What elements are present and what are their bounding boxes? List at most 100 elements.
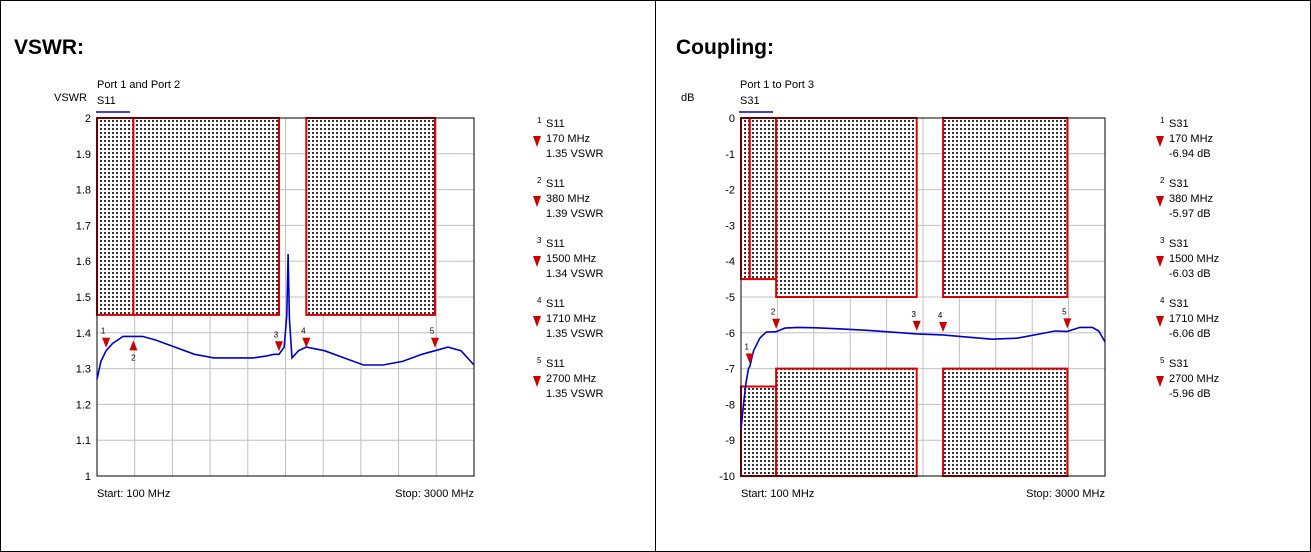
coupling-y-tick-label: -10 (719, 471, 735, 483)
coupling-readout-marker-icon (1156, 316, 1164, 327)
vswr-marker-number: 3 (274, 330, 279, 339)
vswr-y-tick-label: 1.1 (76, 435, 91, 447)
coupling-y-axis-label: dB (681, 92, 694, 104)
coupling-trace-s31 (740, 326, 1106, 430)
vswr-y-tick-label: 1.6 (76, 256, 91, 268)
vswr-readout-trace: S11 (546, 358, 565, 370)
vswr-marker-number: 4 (301, 327, 306, 336)
coupling-limit-region (741, 118, 750, 280)
coupling-readout-trace: S31 (1169, 178, 1189, 190)
coupling-limit-region (749, 118, 777, 280)
vswr-y-tick-label: 1.4 (76, 328, 91, 340)
vswr-readout-number: 1 (537, 116, 542, 125)
coupling-readout-number: 1 (1160, 116, 1165, 125)
coupling-readout-frequency: 170 MHz (1169, 133, 1213, 145)
vswr-readout-number: 2 (537, 176, 542, 185)
coupling-panel: Coupling: Port 1 to Port 3 dB S31 0 -1 -2 -3 -4… (656, 0, 1311, 552)
vswr-panel-title: VSWR: (14, 36, 84, 59)
coupling-readout-number: 3 (1160, 236, 1165, 245)
coupling-marker-4 (939, 321, 948, 332)
coupling-plot-frame (740, 117, 1106, 477)
vswr-readout-marker-icon (533, 376, 541, 387)
vswr-x-start-label: Start: 100 MHz (97, 488, 170, 500)
coupling-marker-number: 4 (938, 311, 943, 320)
vswr-readout-value: 1.35 VSWR (546, 148, 604, 160)
vswr-marker-number: 2 (131, 353, 136, 362)
vswr-readout-value: 1.39 VSWR (546, 208, 604, 220)
vswr-y-axis-label: VSWR (54, 92, 87, 104)
coupling-readout-value: -6.94 dB (1169, 148, 1211, 160)
coupling-y-tick-label: -8 (725, 399, 735, 411)
vswr-readout-trace: S11 (546, 238, 565, 250)
coupling-readout-number: 4 (1160, 296, 1165, 305)
vswr-marker-3 (275, 341, 283, 352)
coupling-readout-trace: S31 (1169, 358, 1189, 370)
vswr-marker-2 (129, 340, 138, 351)
coupling-limit-region (741, 386, 777, 476)
vswr-y-tick-label: 2 (85, 113, 91, 125)
coupling-panel-title: Coupling: (676, 36, 774, 59)
vswr-y-tick-label: 1.5 (76, 292, 91, 304)
vswr-readout-value: 1.35 VSWR (546, 328, 604, 340)
vswr-chart: Port 1 and Port 2 VSWR S11 2 1.9 1.8 1.7 1.6 1.5… (54, 79, 604, 500)
coupling-marker-3 (912, 320, 921, 331)
vswr-marker-number: 5 (430, 327, 435, 336)
vswr-readout-trace: S11 (546, 298, 565, 310)
vswr-y-tick-label: 1.2 (76, 399, 91, 411)
vswr-readout-number: 5 (537, 356, 542, 365)
coupling-readout-value: -6.03 dB (1169, 268, 1211, 280)
vswr-readout-trace: S11 (546, 118, 565, 130)
vswr-plot-frame (96, 117, 475, 477)
coupling-x-start-label: Start: 100 MHz (741, 488, 814, 500)
coupling-y-tick-label: -2 (725, 185, 735, 197)
vswr-marker-5 (431, 337, 439, 348)
coupling-readout-frequency: 380 MHz (1169, 193, 1213, 205)
vswr-marker-1 (102, 337, 111, 348)
coupling-marker-number: 3 (911, 310, 916, 319)
coupling-readout-marker-icon (1156, 376, 1164, 387)
vswr-y-tick-label: 1.7 (76, 220, 91, 232)
vswr-limit-region (97, 118, 134, 315)
vswr-readout-number: 4 (537, 296, 542, 305)
vswr-readout-frequency: 1500 MHz (546, 253, 596, 265)
vswr-readout-marker-icon (533, 136, 541, 147)
vswr-limit-region (306, 118, 435, 315)
vswr-y-tick-label: 1 (85, 471, 91, 483)
vswr-limit-region (133, 118, 279, 315)
vswr-readout-number: 3 (537, 236, 542, 245)
coupling-readout-value: -5.96 dB (1169, 388, 1211, 400)
coupling-legend-label: S31 (740, 95, 760, 107)
coupling-readout-value: -6.06 dB (1169, 328, 1211, 340)
vswr-readout-frequency: 2700 MHz (546, 373, 596, 385)
coupling-readout-trace: S31 (1169, 238, 1189, 250)
panel-divider (655, 0, 656, 552)
coupling-marker-1 (745, 353, 754, 364)
vswr-marker-number: 1 (101, 327, 106, 336)
vswr-y-tick-label: 1.9 (76, 149, 91, 161)
coupling-subtitle: Port 1 to Port 3 (740, 79, 814, 91)
coupling-marker-5 (1063, 318, 1072, 329)
vswr-readout-trace: S11 (546, 178, 565, 190)
vswr-readout-value: 1.34 VSWR (546, 268, 604, 280)
vswr-legend-label: S11 (97, 95, 116, 107)
coupling-x-stop-label: Stop: 3000 MHz (1026, 488, 1105, 500)
coupling-y-tick-label: -6 (725, 328, 735, 340)
coupling-limit-region (943, 368, 1068, 476)
coupling-marker-number: 5 (1062, 307, 1067, 316)
coupling-y-tick-label: -1 (725, 149, 735, 161)
coupling-marker-number: 1 (745, 342, 750, 351)
vswr-readout-frequency: 1710 MHz (546, 313, 596, 325)
vswr-readout-frequency: 170 MHz (546, 133, 590, 145)
coupling-readout-marker-icon (1156, 196, 1164, 207)
coupling-readout-frequency: 2700 MHz (1169, 373, 1219, 385)
coupling-marker-2 (772, 318, 781, 329)
coupling-y-tick-label: 0 (729, 113, 735, 125)
coupling-readout-frequency: 1710 MHz (1169, 313, 1219, 325)
vswr-readout-marker-icon (533, 316, 541, 327)
coupling-readout-trace: S31 (1169, 118, 1189, 130)
vswr-readout-marker-icon (533, 196, 541, 207)
vswr-panel: VSWR: Port 1 and Port 2 VSWR S11 2 1.9 1.8 1.7… (0, 0, 655, 552)
coupling-readout-trace: S31 (1169, 298, 1189, 310)
coupling-readout-value: -5.97 dB (1169, 208, 1211, 220)
coupling-limit-region (776, 118, 917, 297)
